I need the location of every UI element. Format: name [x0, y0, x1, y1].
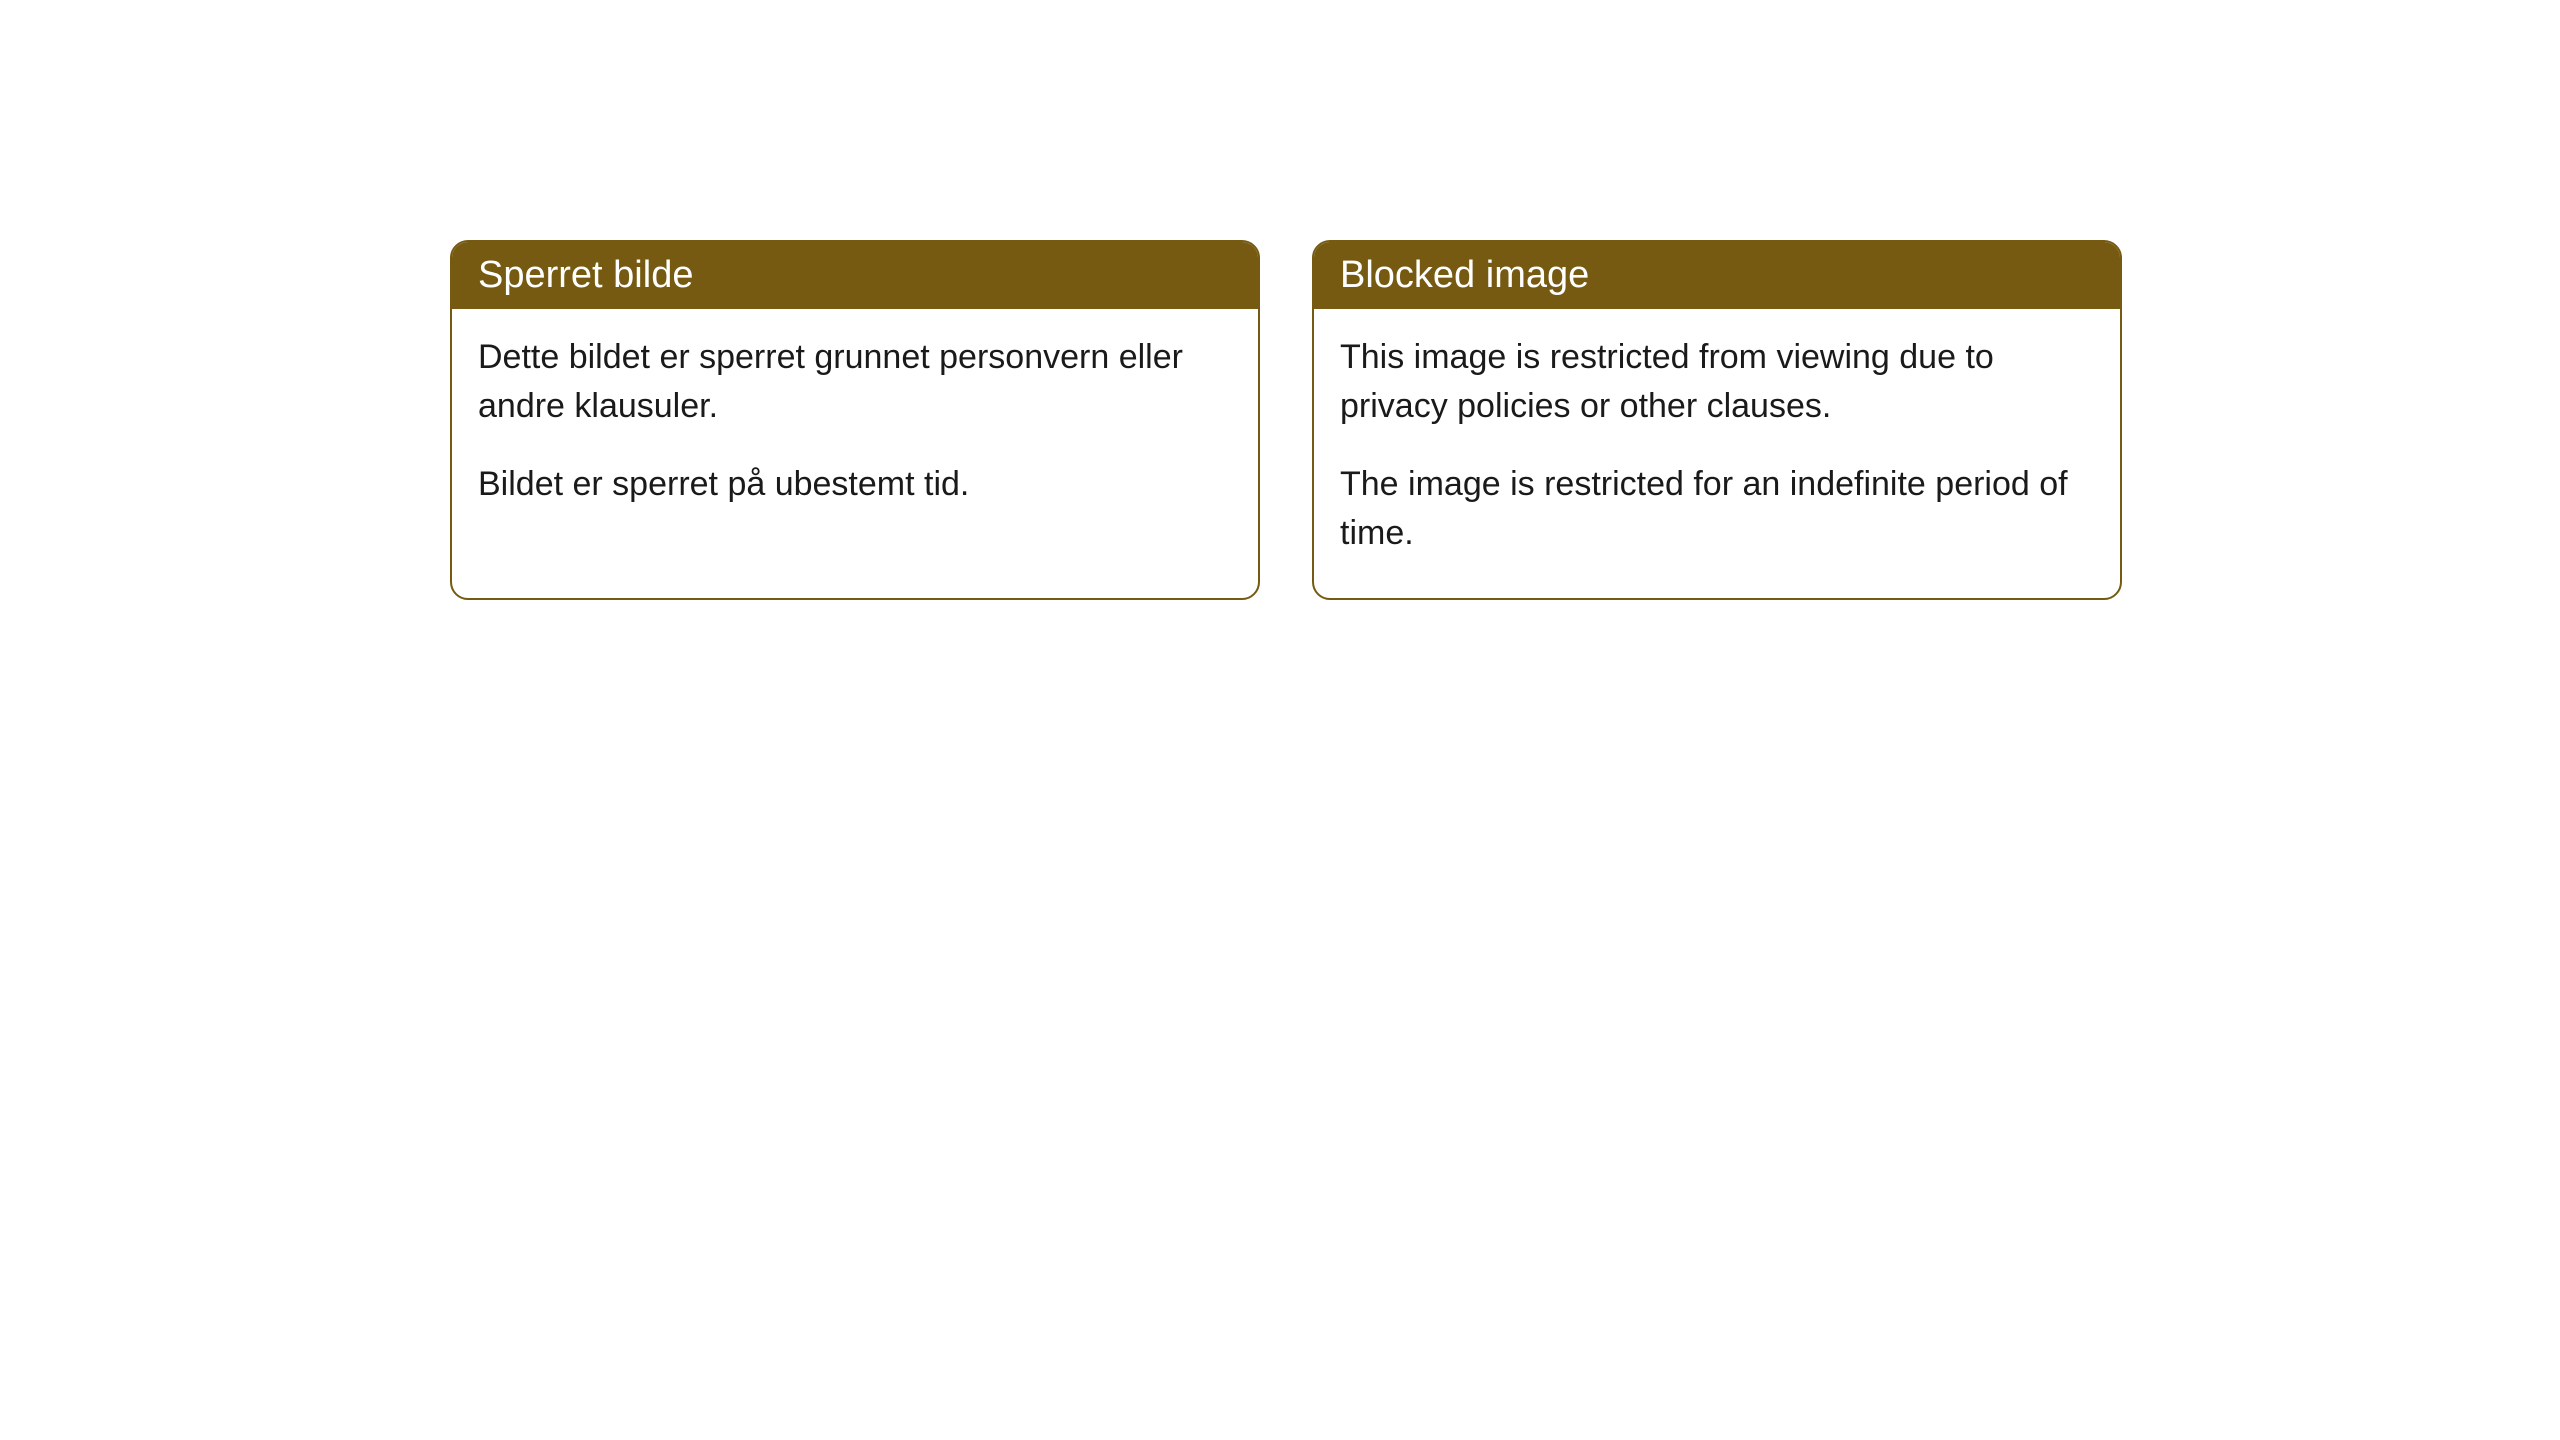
card-title: Blocked image — [1340, 254, 1589, 296]
card-body: This image is restricted from viewing du… — [1314, 309, 2120, 598]
card-paragraph: This image is restricted from viewing du… — [1340, 333, 2094, 432]
card-paragraph: The image is restricted for an indefinit… — [1340, 460, 2094, 559]
blocked-image-card-english: Blocked image This image is restricted f… — [1312, 240, 2122, 600]
card-header: Blocked image — [1314, 242, 2120, 309]
notice-cards-container: Sperret bilde Dette bildet er sperret gr… — [450, 240, 2122, 600]
card-body: Dette bildet er sperret grunnet personve… — [452, 309, 1258, 549]
card-header: Sperret bilde — [452, 242, 1258, 309]
card-title: Sperret bilde — [478, 254, 693, 296]
card-paragraph: Dette bildet er sperret grunnet personve… — [478, 333, 1232, 432]
card-paragraph: Bildet er sperret på ubestemt tid. — [478, 460, 1232, 509]
blocked-image-card-norwegian: Sperret bilde Dette bildet er sperret gr… — [450, 240, 1260, 600]
